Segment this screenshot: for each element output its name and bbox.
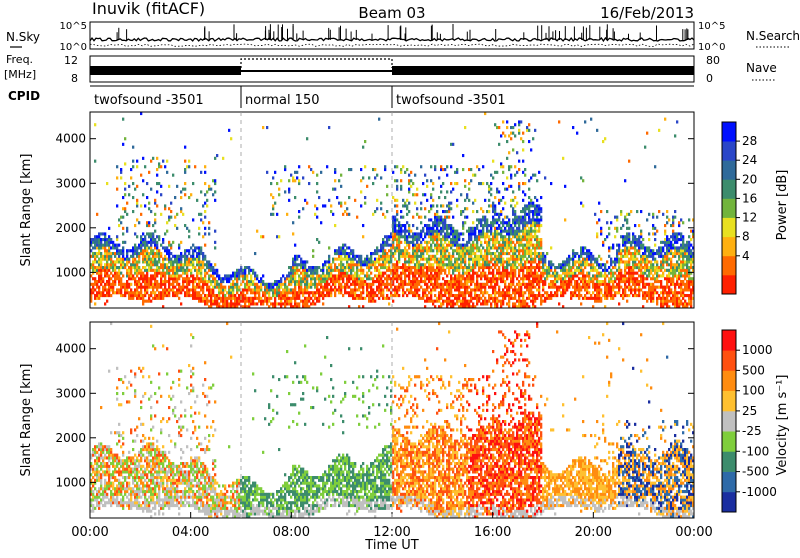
colorbar-swatch (722, 275, 736, 295)
colorbar-tick-label: 16 (742, 191, 757, 205)
x-axis-label: Time UT (364, 538, 418, 553)
power-ylabel: Slant Range [km] (19, 154, 34, 267)
nave-tick-bottom: 0 (706, 72, 713, 85)
y-tick-label: 3000 (55, 386, 86, 400)
colorbar-swatch (722, 350, 736, 371)
power-colorbar: 28 24 20 16 12 8 4 (722, 122, 757, 294)
freq-band-segment-1 (90, 66, 241, 75)
cpid-segments: twofsound -3501 normal 150 twofsound -3501 (94, 86, 506, 108)
nave-tick-top: 80 (706, 54, 720, 67)
colorbar-swatch (722, 160, 736, 180)
beam-title: Beam 03 (358, 4, 425, 22)
colorbar-tick-label: 20 (742, 172, 757, 186)
power-colorbar-label: Power [dB] (775, 170, 790, 241)
colorbar-tick-label: 8 (742, 230, 750, 244)
nsky-tick-top: 10^5 (60, 21, 87, 32)
colorbar-tick-label: -500 (742, 465, 769, 479)
freq-tick-top: 12 (64, 54, 78, 67)
freq-label: Freq. (6, 53, 33, 66)
cpid-segment-label: normal 150 (245, 93, 320, 108)
nsearch-label: N.Search (746, 29, 800, 43)
power-panel: 1000 2000 3000 4000 Slant Range [km] (19, 112, 694, 308)
cpid-segment-label: twofsound -3501 (396, 93, 506, 108)
x-tick-label: 00:00 (71, 525, 108, 540)
colorbar-tick-label: 25 (742, 404, 757, 418)
y-tick-label: 4000 (55, 132, 86, 146)
cpid-label: CPID (8, 89, 40, 103)
colorbar-swatch (722, 179, 736, 199)
nsky-label: N.Sky (6, 30, 40, 44)
nsky-panel (90, 22, 694, 49)
velocity-colorbar: 1000 500 100 25 -25 -100 -500 -1000 (722, 330, 777, 512)
x-tick-label: 08:00 (273, 525, 310, 540)
nave-trace (241, 59, 392, 68)
colorbar-tick-label: -100 (742, 444, 769, 458)
colorbar-tick-label: 12 (742, 211, 757, 225)
x-tick-label: 20:00 (575, 525, 612, 540)
station-title: Inuvik (fitACF) (92, 0, 205, 18)
y-tick-label: 1000 (55, 265, 86, 279)
colorbar-swatch (722, 472, 736, 493)
cpid-segment-label: twofsound -3501 (94, 93, 204, 108)
colorbar-tick-label: 500 (742, 363, 765, 377)
y-tick-label: 1000 (55, 475, 86, 489)
freq-series (90, 59, 694, 75)
y-tick-label: 2000 (55, 221, 86, 235)
colorbar-tick-label: 100 (742, 384, 765, 398)
colorbar-swatch (722, 122, 736, 142)
y-tick-label: 4000 (55, 342, 86, 356)
y-tick-label: 3000 (55, 176, 86, 190)
colorbar-tick-label: -1000 (742, 485, 777, 499)
colorbar-swatch (722, 431, 736, 452)
nave-label: Nave (746, 61, 777, 75)
nsearch-tick-bottom: 10^0 (698, 42, 725, 53)
nsky-trace (90, 38, 694, 41)
colorbar-tick-label: 24 (742, 153, 757, 167)
nsky-series (90, 24, 694, 46)
colorbar-swatch (722, 451, 736, 472)
colorbar-tick-label: 4 (742, 249, 750, 263)
colorbar-swatch (722, 391, 736, 412)
velocity-ylabel: Slant Range [km] (19, 364, 34, 477)
colorbar-swatch (722, 237, 736, 257)
nsky-tick-bottom: 10^0 (60, 42, 87, 53)
x-tick-label: 00:00 (675, 525, 712, 540)
velocity-colorbar-label: Velocity [m s⁻¹] (775, 375, 790, 476)
date-title: 16/Feb/2013 (600, 4, 694, 22)
freq-unit-label: [MHz] (4, 68, 36, 81)
colorbar-tick-label: 1000 (742, 343, 773, 357)
freq-band-segment-3 (392, 66, 694, 75)
colorbar-swatch (722, 411, 736, 432)
x-tick-label: 16:00 (474, 525, 511, 540)
colorbar-swatch (722, 198, 736, 218)
colorbar-swatch (722, 256, 736, 275)
nsearch-trace (90, 44, 694, 46)
colorbar-swatch (722, 492, 736, 513)
freq-tick-bottom: 8 (71, 72, 78, 85)
x-tick-label: 04:00 (172, 525, 209, 540)
colorbar-swatch (722, 218, 736, 238)
y-tick-label: 2000 (55, 431, 86, 445)
colorbar-swatch (722, 330, 736, 351)
colorbar-tick-label: 28 (742, 134, 757, 148)
nsearch-tick-top: 10^5 (698, 21, 725, 32)
colorbar-swatch (722, 141, 736, 161)
velocity-panel: 1000 2000 3000 4000 Slant Range [km] 00:00 0… (19, 322, 713, 553)
colorbar-tick-label: -25 (742, 424, 762, 438)
colorbar-swatch (722, 370, 736, 391)
